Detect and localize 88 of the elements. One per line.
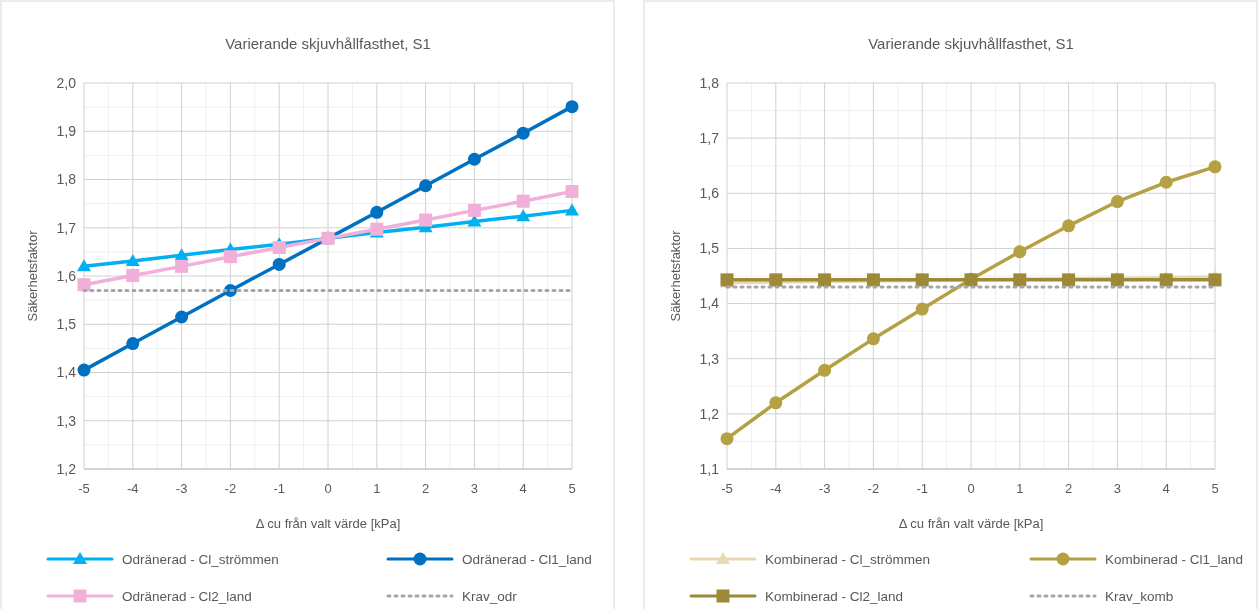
y-axis-title: Säkerhetsfaktor [25, 229, 40, 322]
point [77, 363, 91, 377]
x-tick-label: -3 [818, 481, 831, 496]
y-tick-label: 1,5 [699, 240, 720, 257]
x-tick-label: -5 [721, 481, 733, 496]
y-tick-label: 1,5 [56, 316, 77, 333]
point [516, 209, 531, 222]
point [1208, 160, 1222, 174]
y-tick-label: 1,2 [56, 460, 77, 477]
point [419, 213, 433, 227]
legend-label: Odränerad - Cl2_land [122, 588, 252, 604]
point [126, 269, 140, 283]
legend-label: Krav_odr [462, 588, 518, 604]
y-tick-label: 1,7 [56, 219, 77, 236]
y-tick-label: 1,4 [699, 295, 720, 312]
point [1159, 175, 1173, 189]
x-tick-label: 2 [421, 481, 430, 496]
legend-label: Kombinerad - Cl2_land [765, 588, 904, 604]
x-tick-label: 4 [1162, 481, 1170, 496]
y-tick-label: 1,7 [699, 130, 720, 147]
point [272, 257, 286, 271]
point [174, 248, 189, 261]
chart-title: Varierande skjuvhållfasthet, S1 [868, 35, 1074, 52]
legend-label: Odränerad - Cl_strömmen [122, 551, 279, 567]
point [370, 205, 384, 219]
y-tick-label: 1,2 [699, 405, 720, 422]
legend-label: Krav_komb [1105, 588, 1174, 604]
legend-label: Odränerad - Cl1_land [462, 551, 592, 567]
point [1013, 245, 1027, 259]
y-tick-label: 2,0 [56, 74, 77, 91]
y-axis-title: Säkerhetsfaktor [668, 229, 683, 322]
x-tick-label: 1 [373, 481, 381, 496]
point [77, 259, 91, 272]
x-tick-label: -5 [78, 481, 90, 496]
x-tick-label: 3 [470, 481, 479, 496]
point [769, 396, 783, 410]
point [77, 278, 91, 292]
x-tick-label: -4 [127, 481, 139, 496]
x-tick-label: 2 [1064, 481, 1073, 496]
x-tick-label: -3 [175, 481, 188, 496]
y-tick-label: 1,6 [699, 185, 720, 202]
point [126, 337, 140, 351]
x-tick-label: 5 [1211, 481, 1219, 496]
legend-label: Kombinerad - Cl_strömmen [765, 551, 931, 567]
point [516, 126, 530, 140]
x-tick-label: 5 [568, 481, 576, 496]
y-tick-label: 1,4 [56, 364, 77, 381]
point [125, 254, 140, 267]
point [223, 250, 237, 264]
y-tick-label: 1,8 [699, 74, 720, 91]
legend-label: Kombinerad - Cl1_land [1105, 551, 1244, 567]
point [818, 363, 832, 377]
point [565, 185, 579, 199]
point [1208, 273, 1222, 287]
x-tick-label: 3 [1113, 481, 1122, 496]
point [1062, 219, 1076, 233]
y-tick-label: 1,6 [56, 267, 77, 284]
y-tick-label: 1,1 [699, 460, 720, 477]
chart-title: Varierande skjuvhållfasthet, S1 [225, 35, 431, 52]
point [1110, 195, 1124, 209]
y-tick-label: 1,3 [56, 412, 77, 429]
point [565, 100, 579, 114]
point [175, 259, 189, 273]
x-tick-label: -1 [916, 481, 928, 496]
x-tick-label: 0 [324, 481, 332, 496]
x-tick-label: -4 [770, 481, 782, 496]
x-tick-label: -1 [273, 481, 285, 496]
x-axis-title: Δ cu från valt värde [kPa] [898, 516, 1044, 531]
point [467, 203, 481, 217]
point [565, 203, 579, 216]
point [516, 194, 530, 208]
x-tick-label: 1 [1016, 481, 1024, 496]
point [467, 152, 481, 166]
point [866, 332, 880, 346]
point [175, 310, 189, 324]
x-tick-label: 4 [519, 481, 527, 496]
x-tick-label: -2 [224, 481, 237, 496]
y-tick-label: 1,3 [699, 350, 720, 367]
y-tick-label: 1,9 [56, 123, 77, 140]
point [915, 302, 929, 316]
x-tick-label: 0 [967, 481, 975, 496]
x-tick-label: -2 [867, 481, 880, 496]
point [419, 179, 433, 193]
x-axis-title: Δ cu från valt värde [kPa] [255, 516, 401, 531]
point [272, 241, 286, 255]
y-tick-label: 1,8 [56, 171, 77, 188]
point [720, 432, 734, 446]
point [1159, 273, 1173, 287]
